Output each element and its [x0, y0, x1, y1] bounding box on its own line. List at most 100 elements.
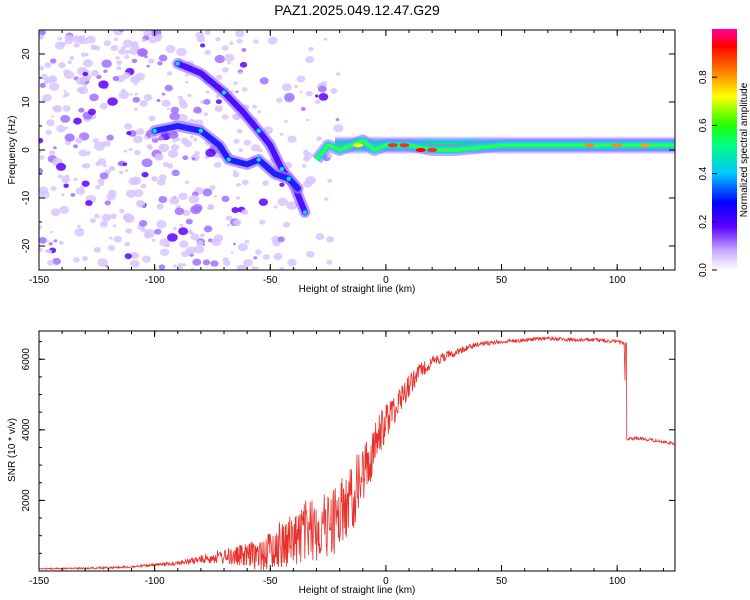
spectrogram-noise-blob [305, 90, 313, 97]
spectrogram-noise-blob [93, 45, 101, 51]
spectrogram-noise-blob [124, 168, 129, 172]
spectrogram-noise-blob [204, 30, 211, 35]
spectrogram-noise-blob [181, 250, 189, 258]
spectrogram-noise-blob [109, 213, 117, 220]
spectrogram-noise-blob [172, 264, 178, 268]
spectrogram-noise-blob [128, 177, 139, 186]
spectrogram-noise-blob [241, 47, 247, 53]
spectrogram-noise-blob [50, 115, 54, 118]
spectrogram-noise-blob [202, 188, 213, 197]
spectrogram-noise-blob [141, 255, 152, 263]
spectrogram-noise-blob [239, 61, 248, 68]
spectrogram-noise-blob [169, 112, 180, 121]
spectrogram-hotspot [639, 143, 650, 148]
spectrogram-noise-blob [271, 235, 281, 244]
spectrogram-noise-blob [161, 99, 171, 107]
spectrogram-noise-blob [39, 167, 44, 175]
spectrogram-noise-blob [48, 242, 53, 246]
spectrogram-noise-blob [199, 43, 206, 48]
spectrogram-noise-blob [241, 209, 249, 215]
colorbar-tick-label-2: 0.4 [698, 166, 709, 180]
snr-line [39, 336, 675, 571]
spectrogram-noise-blob [191, 157, 196, 161]
spectrogram-noise-blob [101, 59, 112, 68]
spectrogram-noise-blob [116, 60, 123, 66]
spectrogram-noise-blob [227, 61, 231, 65]
spectrogram-noise-blob [236, 128, 243, 134]
spectrogram-noise-blob [259, 219, 266, 225]
spectrogram-noise-blob [45, 239, 49, 243]
spectrogram-noise-blob [238, 148, 244, 153]
spectrogram-noise-blob [115, 56, 120, 60]
snr-x-tick-label-5: 100 [609, 576, 626, 587]
spectrogram-noise-blob [134, 149, 141, 156]
spectrogram-noise-blob [193, 106, 202, 114]
snr-x-label: Height of straight line (km) [299, 585, 416, 596]
spectrogram-noise-blob [89, 218, 97, 224]
spectrogram-noise-blob [237, 243, 248, 252]
spectrogram-noise-blob [308, 46, 314, 52]
spectrogram-noise-blob [171, 169, 180, 177]
spectrogram-noise-blob [44, 62, 52, 68]
spectrogram-ridge-peak [198, 128, 204, 133]
spectrogram-noise-blob [172, 138, 178, 143]
spectrogram-noise-blob [99, 102, 108, 110]
spectrogram-noise-blob [169, 196, 180, 205]
spectrogram-noise-blob [211, 238, 222, 247]
snr-x-axis: -150 -100 -50 0 50 100 [29, 331, 664, 587]
spectrogram-noise-blob [161, 92, 166, 96]
spectrogram-noise-blob [277, 197, 288, 207]
spectrogram-noise-blob [279, 132, 284, 136]
spectrogram-noise-blob [253, 256, 258, 260]
spectrogram-noise-blob [64, 37, 74, 45]
spectrogram-noise-blob [49, 150, 56, 155]
spectrogram-noise-blob [110, 44, 119, 52]
spectrogram-noise-blob [178, 99, 187, 106]
spectrogram-noise-blob [164, 84, 173, 92]
spectrogram-noise-blob [61, 175, 71, 184]
spectrogram-noise-blob [87, 150, 91, 154]
spectrogram-noise-blob [79, 89, 85, 94]
spectrogram-noise-blob [180, 137, 189, 145]
spectrogram-noise-blob [170, 106, 180, 114]
spectrogram-noise-blob [203, 98, 211, 105]
spectrogram-noise-blob [58, 62, 66, 69]
spectrogram-noise-blob [185, 218, 193, 225]
spectrogram-noise-blob [262, 254, 270, 260]
spectrogram-noise-blob [70, 192, 76, 197]
spectrogram-noise-blob [277, 236, 285, 243]
spectrogram-noise-blob [118, 170, 124, 175]
spectrogram-x-tick-label-0: -150 [29, 275, 49, 286]
spectrogram-hotspot [415, 148, 426, 152]
spectrogram-noise-blob [318, 85, 327, 93]
spectrogram-noise-blob [73, 117, 82, 125]
spectrogram-noise-blob [124, 241, 131, 247]
spectrogram-noise-blob [182, 209, 191, 217]
spectrogram-x-tick-label-2: -50 [263, 275, 278, 286]
spectrogram-y-tick-label-3: -10 [21, 190, 32, 205]
spectrogram-noise-blob [282, 221, 291, 228]
spectrogram-noise-blob [231, 207, 240, 214]
spectrogram-noise-blob [243, 139, 252, 146]
spectrogram-noise-blob [53, 105, 63, 113]
spectrogram-noise-blob [232, 171, 240, 178]
spectrogram-noise-blob [236, 183, 241, 187]
spectrogram-noise-blob [241, 87, 248, 92]
spectrogram-noise-blob [138, 220, 148, 227]
spectrogram-noise-blob [85, 35, 96, 44]
spectrogram-noise-blob [133, 107, 138, 111]
spectrogram-noise-blob [315, 232, 325, 241]
spectrogram-noise-blob [132, 96, 140, 103]
spectrogram-noise-blob [39, 237, 47, 244]
spectrogram-noise-blob [143, 30, 153, 37]
spectrogram-noise-blob [262, 180, 270, 186]
spectrogram-noise-blob [92, 138, 100, 144]
spectrogram-noise-blob [162, 161, 169, 168]
spectrogram-noise-blob [196, 240, 204, 246]
spectrogram-ridge-1 [151, 123, 302, 192]
spectrogram-noise-blob [135, 72, 146, 81]
spectrogram-noise-blob [276, 97, 283, 103]
spectrogram-noise-blob [294, 84, 299, 89]
spectrogram-noise-blob [314, 94, 319, 98]
spectrogram-noise-blob [157, 61, 163, 66]
